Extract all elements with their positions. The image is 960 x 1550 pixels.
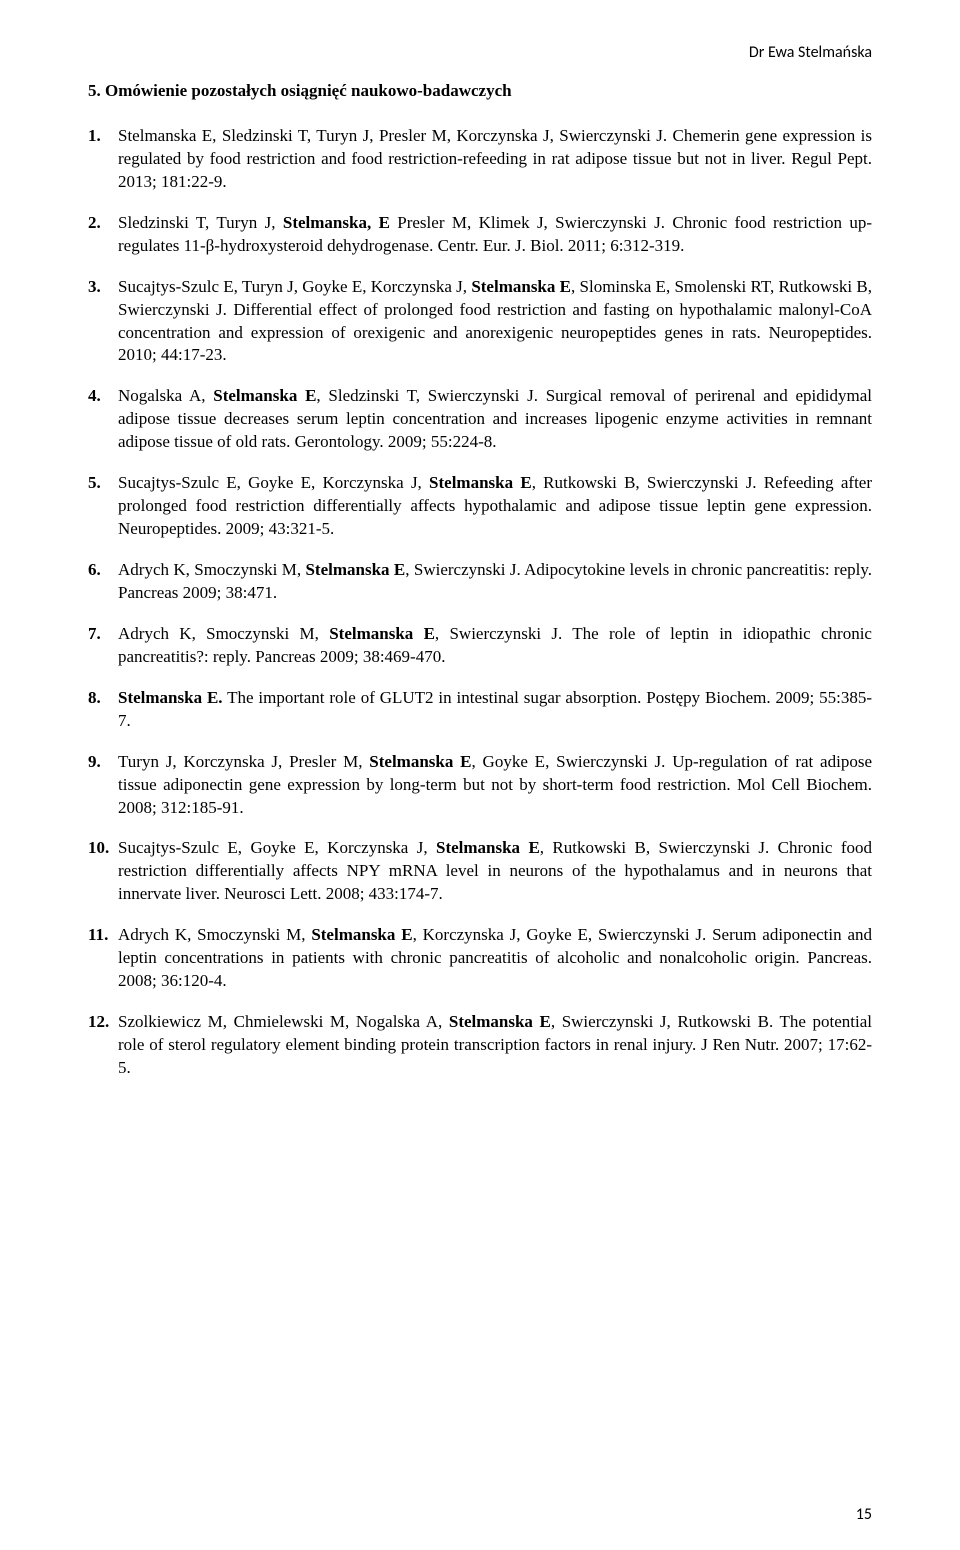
reference-item: Stelmanska E. The important role of GLUT… — [88, 687, 872, 733]
reference-item: Sucajtys-Szulc E, Goyke E, Korczynska J,… — [88, 472, 872, 541]
reference-item: Nogalska A, Stelmanska E, Sledzinski T, … — [88, 385, 872, 454]
reference-list: Stelmanska E, Sledzinski T, Turyn J, Pre… — [88, 125, 872, 1080]
reference-item: Sucajtys-Szulc E, Goyke E, Korczynska J,… — [88, 837, 872, 906]
reference-item: Adrych K, Smoczynski M, Stelmanska E, Sw… — [88, 559, 872, 605]
section-heading: 5. Omówienie pozostałych osiągnięć nauko… — [88, 80, 872, 103]
reference-item: Szolkiewicz M, Chmielewski M, Nogalska A… — [88, 1011, 872, 1080]
header-author-name: Dr Ewa Stelmańska — [749, 42, 872, 64]
reference-item: Sucajtys-Szulc E, Turyn J, Goyke E, Korc… — [88, 276, 872, 368]
page-number: 15 — [856, 1504, 872, 1526]
reference-item: Turyn J, Korczynska J, Presler M, Stelma… — [88, 751, 872, 820]
reference-item: Sledzinski T, Turyn J, Stelmanska, E Pre… — [88, 212, 872, 258]
reference-item: Adrych K, Smoczynski M, Stelmanska E, Sw… — [88, 623, 872, 669]
reference-item: Stelmanska E, Sledzinski T, Turyn J, Pre… — [88, 125, 872, 194]
reference-item: Adrych K, Smoczynski M, Stelmanska E, Ko… — [88, 924, 872, 993]
